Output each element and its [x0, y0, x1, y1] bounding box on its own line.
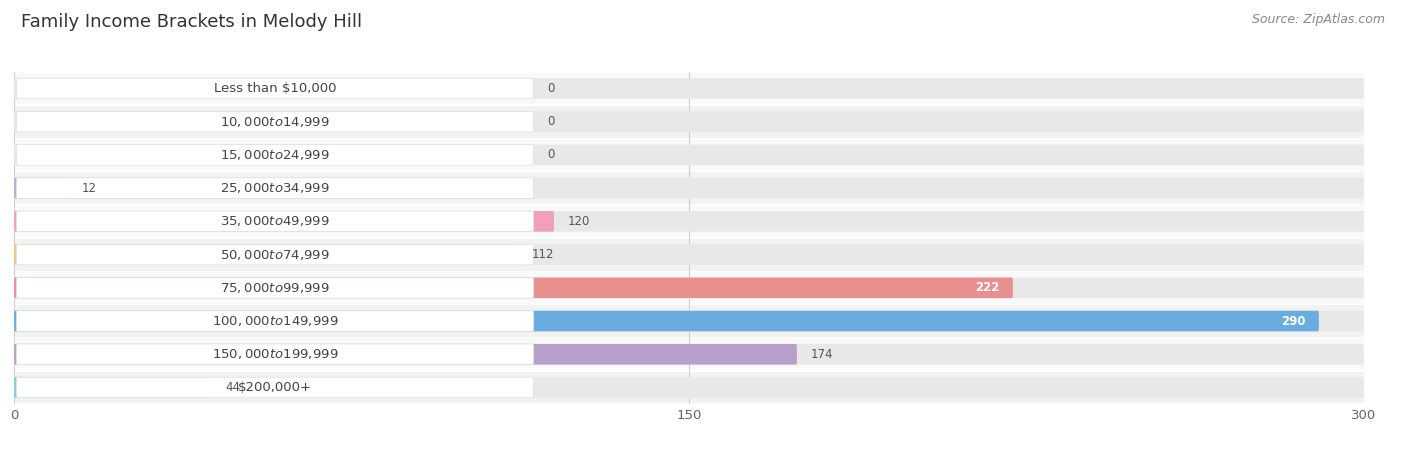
FancyBboxPatch shape — [17, 211, 534, 232]
FancyBboxPatch shape — [14, 311, 1364, 331]
FancyBboxPatch shape — [14, 178, 67, 198]
FancyBboxPatch shape — [14, 145, 1364, 165]
FancyBboxPatch shape — [14, 178, 1364, 198]
FancyBboxPatch shape — [17, 244, 534, 265]
FancyBboxPatch shape — [17, 277, 534, 298]
FancyBboxPatch shape — [14, 371, 1364, 404]
FancyBboxPatch shape — [14, 311, 1319, 331]
FancyBboxPatch shape — [17, 344, 534, 365]
FancyBboxPatch shape — [17, 111, 534, 132]
Text: Less than $10,000: Less than $10,000 — [214, 82, 336, 95]
Text: 112: 112 — [531, 248, 554, 261]
Text: 0: 0 — [547, 149, 554, 161]
Text: 222: 222 — [974, 282, 1000, 294]
FancyBboxPatch shape — [14, 377, 1364, 398]
FancyBboxPatch shape — [14, 344, 1364, 365]
FancyBboxPatch shape — [14, 272, 1364, 304]
Text: 174: 174 — [810, 348, 832, 361]
FancyBboxPatch shape — [14, 72, 1364, 105]
FancyBboxPatch shape — [14, 106, 1364, 138]
FancyBboxPatch shape — [14, 277, 1364, 298]
Text: $35,000 to $49,999: $35,000 to $49,999 — [221, 214, 330, 229]
Text: 44: 44 — [225, 381, 240, 394]
FancyBboxPatch shape — [17, 178, 534, 198]
Text: $25,000 to $34,999: $25,000 to $34,999 — [221, 181, 330, 195]
Text: 290: 290 — [1281, 315, 1305, 327]
Text: 0: 0 — [547, 115, 554, 128]
FancyBboxPatch shape — [14, 344, 797, 365]
FancyBboxPatch shape — [17, 145, 534, 165]
Text: Source: ZipAtlas.com: Source: ZipAtlas.com — [1251, 13, 1385, 26]
FancyBboxPatch shape — [14, 78, 1364, 99]
Text: $200,000+: $200,000+ — [238, 381, 312, 394]
FancyBboxPatch shape — [14, 244, 1364, 265]
Text: Family Income Brackets in Melody Hill: Family Income Brackets in Melody Hill — [21, 13, 363, 31]
FancyBboxPatch shape — [14, 277, 1012, 298]
FancyBboxPatch shape — [14, 338, 1364, 370]
FancyBboxPatch shape — [14, 377, 212, 398]
Text: $100,000 to $149,999: $100,000 to $149,999 — [212, 314, 339, 328]
FancyBboxPatch shape — [14, 244, 517, 265]
FancyBboxPatch shape — [14, 211, 554, 232]
Text: 120: 120 — [568, 215, 591, 228]
Text: 12: 12 — [82, 182, 97, 194]
FancyBboxPatch shape — [14, 238, 1364, 271]
FancyBboxPatch shape — [14, 305, 1364, 337]
FancyBboxPatch shape — [14, 111, 1364, 132]
Text: $15,000 to $24,999: $15,000 to $24,999 — [221, 148, 330, 162]
Text: 0: 0 — [547, 82, 554, 95]
FancyBboxPatch shape — [17, 78, 534, 99]
Text: $75,000 to $99,999: $75,000 to $99,999 — [221, 281, 330, 295]
FancyBboxPatch shape — [14, 205, 1364, 238]
FancyBboxPatch shape — [14, 172, 1364, 204]
FancyBboxPatch shape — [17, 311, 534, 331]
Text: $50,000 to $74,999: $50,000 to $74,999 — [221, 247, 330, 262]
FancyBboxPatch shape — [14, 139, 1364, 171]
Text: $10,000 to $14,999: $10,000 to $14,999 — [221, 114, 330, 129]
FancyBboxPatch shape — [14, 211, 1364, 232]
FancyBboxPatch shape — [17, 377, 534, 398]
Text: $150,000 to $199,999: $150,000 to $199,999 — [212, 347, 339, 361]
